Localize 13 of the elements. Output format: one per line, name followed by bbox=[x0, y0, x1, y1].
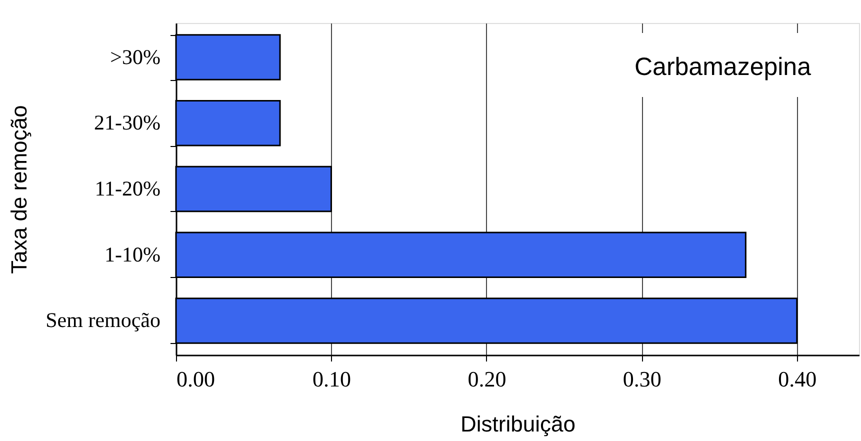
y-tick-label: Sem remoção bbox=[46, 308, 160, 332]
y-tick-label: 21-30% bbox=[94, 110, 160, 135]
y-axis-title: Taxa de remoção bbox=[6, 105, 32, 274]
x-tick-label: 0.20 bbox=[468, 366, 506, 392]
x-tick-label: 0.40 bbox=[778, 366, 817, 392]
annotation: Carbamazepina bbox=[634, 53, 812, 81]
y-tick-label: >30% bbox=[110, 44, 160, 69]
y-tick-label: 1-10% bbox=[104, 242, 160, 266]
x-tick-label: 0.10 bbox=[312, 366, 351, 392]
x-axis-title: Distribuição bbox=[460, 412, 576, 436]
y-tick-label: 11-20% bbox=[94, 176, 160, 200]
x-tick-label: 0.00 bbox=[176, 366, 215, 392]
x-tick-label: 0.30 bbox=[622, 366, 662, 392]
